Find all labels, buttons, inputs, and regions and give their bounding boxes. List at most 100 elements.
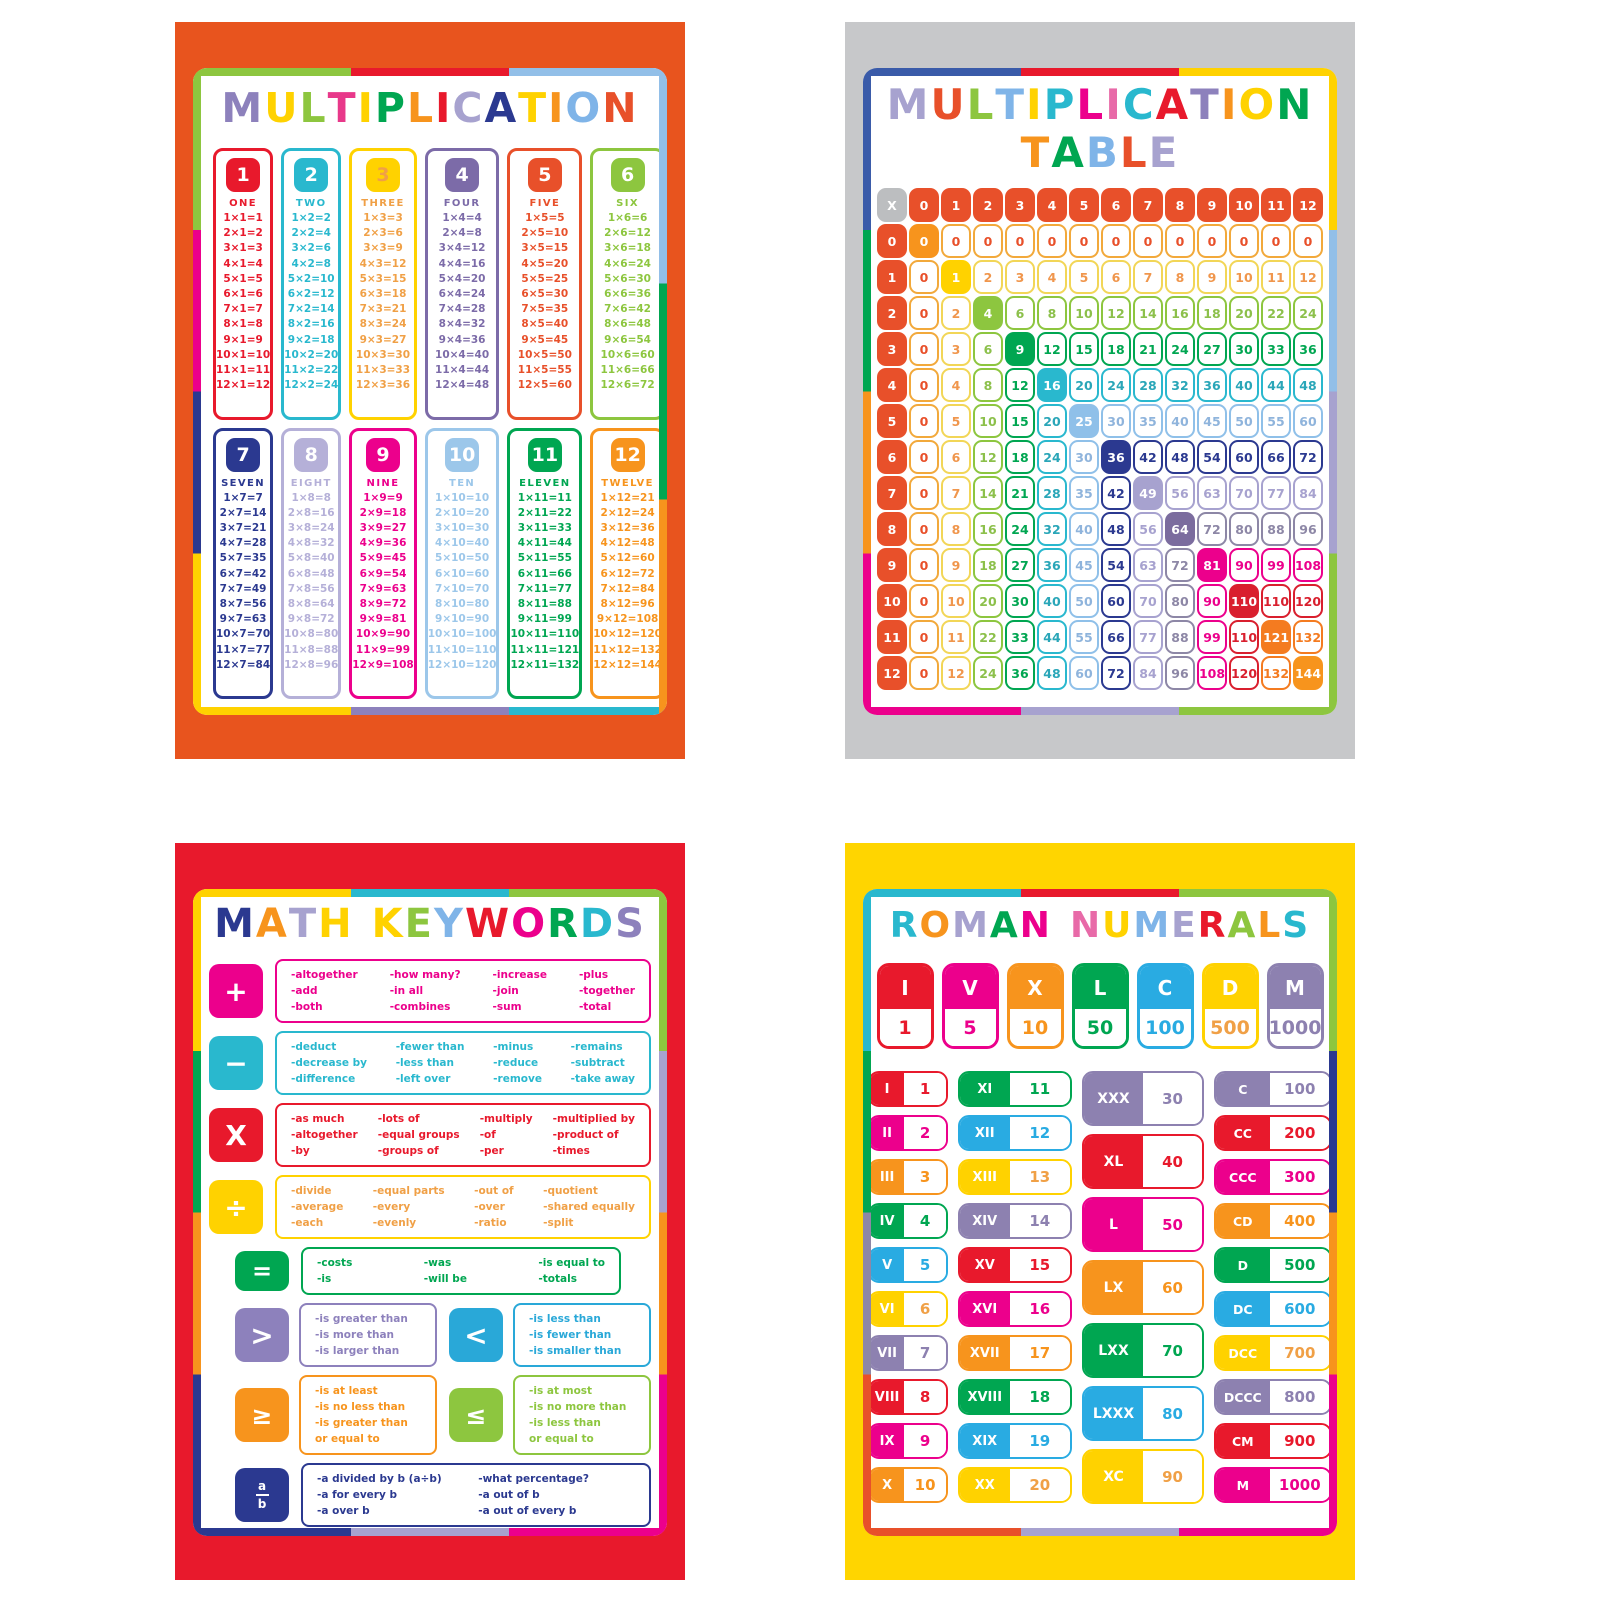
title-letter: I [1025, 79, 1044, 129]
keyword-item: -each [291, 1217, 324, 1229]
grid-product-cell: 45 [1069, 548, 1099, 582]
multiplication-fact: 4×4=16 [438, 257, 486, 270]
title-letter: M [952, 904, 990, 946]
multiplication-fact: 2×12=24 [600, 506, 655, 519]
grid-product-cell: 24 [973, 656, 1003, 690]
keyword-item: -is smaller than [529, 1345, 622, 1357]
keyword-item: -is greater than [315, 1313, 408, 1325]
multiplication-fact: 9×1=9 [223, 333, 263, 346]
grid-column-header: 7 [1133, 188, 1163, 222]
roman-letter: M [1269, 966, 1321, 1009]
keyword-item: -shared equally [543, 1201, 635, 1213]
multiplication-fact: 4×12=48 [600, 537, 655, 550]
roman-value: 500 [1204, 1009, 1256, 1046]
multiplication-fact: 8×4=32 [438, 318, 486, 331]
roman-pill-numeral: CM [1216, 1425, 1270, 1457]
roman-pill-DC: DC 600 [1214, 1291, 1332, 1327]
roman-pill-numeral: DCC [1216, 1337, 1270, 1369]
multiplication-fact: 7×6=42 [604, 303, 651, 316]
title-letter: P [1043, 79, 1077, 129]
grid-product-cell: 121 [1261, 620, 1291, 654]
multiplication-fact: 5×4=20 [438, 272, 486, 285]
multiplication-fact: 12×2=24 [284, 379, 339, 392]
keyword-column: -is at least -is no less than -is greater … [315, 1383, 408, 1447]
multiplication-fact: 1×2=2 [291, 212, 331, 224]
grid-product-cell: 10 [1229, 260, 1259, 294]
roman-pill-numeral: DCCC [1216, 1381, 1270, 1413]
keyword-item: -is less than [529, 1417, 601, 1429]
title-letter: D [579, 901, 616, 947]
keyword-pair-row: ≥ -is at least -is no less than -is greater… [235, 1375, 651, 1455]
keyword-item: -join [492, 985, 519, 997]
operator-symbol-tile: + [209, 964, 263, 1018]
roman-pill-VII: VII 7 [868, 1335, 948, 1371]
grid-product-cell: 7 [1133, 260, 1163, 294]
operator-symbol-tile: ≥ [235, 1388, 289, 1442]
column-number-badge: 2 [294, 158, 329, 192]
grid-product-cell: 27 [1197, 332, 1227, 366]
multiplication-fact: 1×3=3 [363, 212, 403, 224]
grid-product-cell: 27 [1005, 548, 1035, 582]
multiplication-fact: 2×7=14 [219, 506, 267, 519]
multiplication-fact: 10×4=40 [435, 348, 490, 361]
grid-product-cell: 0 [909, 620, 939, 654]
title-letter: L [966, 79, 996, 129]
roman-pill-numeral: XVIII [960, 1381, 1010, 1413]
roman-pill-XIV: XIV 14 [958, 1203, 1072, 1239]
title-letter: A [484, 84, 519, 132]
keyword-item: -every [372, 1201, 411, 1213]
multiplication-fact: 4×10=40 [435, 537, 490, 550]
grid-product-cell: 48 [1293, 368, 1323, 402]
multiplication-fact: 11×11=121 [510, 643, 580, 656]
grid-column-header: 4 [1037, 188, 1067, 222]
roman-pill-value: 800 [1269, 1381, 1330, 1413]
roman-pill-XIX: XIX 19 [958, 1423, 1072, 1459]
multiplication-fact: 4×8=32 [287, 537, 335, 550]
keyword-item: -times [552, 1145, 590, 1157]
keyword-item: -is no more than [529, 1401, 627, 1413]
multiplication-fact: 7×8=56 [287, 582, 335, 595]
roman-letter: L [1074, 966, 1126, 1009]
multiplication-fact: 5×12=60 [600, 552, 655, 565]
multiplication-fact: 11×7=77 [216, 643, 271, 656]
roman-pill-value: 15 [1009, 1249, 1070, 1281]
grid-column-header: 9 [1197, 188, 1227, 222]
roman-pill-column-4: C 100 CC 200 CCC 300 CD 400 D 500 DC 600 DCC 700 DCCC 8… [1214, 1071, 1332, 1503]
roman-pill-XII: XII 12 [958, 1115, 1072, 1151]
roman-pill-numeral: XXX [1084, 1073, 1143, 1124]
title-letter: A [1051, 127, 1086, 177]
roman-pill-numeral: IX [870, 1425, 905, 1457]
multiplication-fact: 12×5=60 [517, 379, 572, 392]
grid-product-cell: 6 [973, 332, 1003, 366]
roman-pill-numeral: CC [1216, 1117, 1270, 1149]
times-table-columns: 1 ONE 1×1=1 2×1=2 3×1=3 4×1=4 5×1=5 6×1=6 7×1=7 8… [213, 148, 665, 699]
roman-pill-value: 10 [904, 1469, 946, 1501]
roman-pill-value: 600 [1269, 1293, 1330, 1325]
multiplication-fact: 4×3=12 [359, 257, 407, 270]
keyword-item: -difference [291, 1073, 356, 1085]
roman-pill-M: M 1000 [1214, 1467, 1332, 1503]
column-word-label: ONE [229, 198, 258, 209]
frame-border-t [193, 68, 667, 76]
column-number-badge: 6 [610, 158, 645, 192]
times-table-column-3: 3 THREE 1×3=3 2×3=6 3×3=9 4×3=12 5×3=15 6×3=18 7… [349, 148, 417, 420]
keyword-item: or equal to [315, 1433, 380, 1445]
grid-product-cell: 8 [1165, 260, 1195, 294]
roman-pill-XIII: XIII 13 [958, 1159, 1072, 1195]
multiplication-fact: 10×12=120 [593, 628, 662, 641]
grid-product-cell: 110 [1229, 620, 1259, 654]
grid-column-header: 10 [1229, 188, 1259, 222]
keyword-item: -split [543, 1217, 574, 1229]
title-letter: R [1197, 904, 1228, 946]
multiplication-fact: 12×8=96 [284, 658, 339, 671]
title-letter: E [1148, 127, 1180, 177]
title-letter: L [1119, 127, 1149, 177]
roman-pill-L: L 50 [1082, 1197, 1204, 1252]
multiplication-fact: 2×6=12 [604, 227, 651, 240]
multiplication-fact: 6×9=54 [359, 567, 407, 580]
column-word-label: TWO [295, 198, 327, 209]
multiplication-fact: 3×8=24 [287, 521, 335, 534]
grid-product-cell: 4 [1037, 260, 1067, 294]
times-table-column-12: 12 TWELVE 1×12=21 2×12=24 3×12=36 4×12=48 5×12… [590, 427, 665, 699]
keyword-item: -evenly [372, 1217, 417, 1229]
